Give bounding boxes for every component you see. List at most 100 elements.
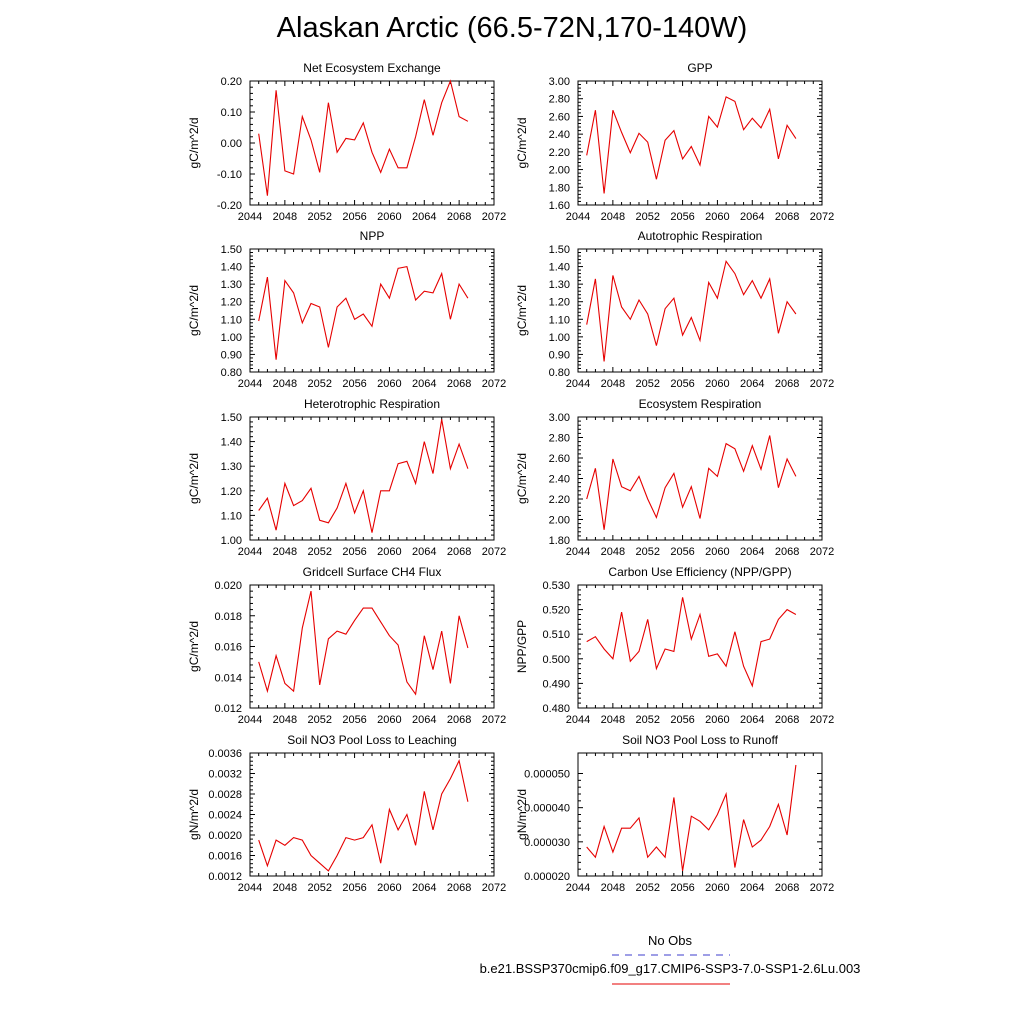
y-axis-label: gC/m^2/d (187, 118, 201, 169)
x-tick-label: 2052 (307, 546, 331, 558)
x-tick-label: 2052 (307, 378, 331, 390)
x-tick-label: 2064 (740, 714, 764, 726)
x-tick-label: 2064 (740, 378, 764, 390)
panel-3: 2044 2048 2052 2056 2060 2064 2068 2072 0.80 0.90… (187, 229, 506, 390)
x-tick-label: 2060 (705, 546, 729, 558)
y-axis-label: gC/m^2/d (515, 285, 529, 336)
y-tick-label: 0.020 (214, 580, 242, 592)
x-tick-label: 2060 (705, 378, 729, 390)
y-tick-label: 0.0024 (208, 810, 242, 822)
y-tick-label: 0.20 (221, 76, 242, 88)
y-tick-label: 1.10 (221, 314, 242, 326)
y-axis-label: gC/m^2/d (187, 621, 201, 672)
y-tick-label: 2.60 (549, 453, 570, 465)
y-tick-label: 0.0032 (208, 769, 242, 781)
series-line (586, 764, 797, 871)
y-tick-label: 1.20 (549, 297, 570, 309)
y-axis-label: NPP/GPP (515, 620, 529, 673)
x-tick-label: 2068 (775, 714, 799, 726)
x-tick-label: 2056 (670, 211, 694, 223)
panel-1: 2044 2048 2052 2056 2060 2064 2068 2072 -0.20 -0.… (187, 61, 506, 223)
x-tick-label: 2068 (775, 211, 799, 223)
x-tick-label: 2068 (447, 882, 471, 894)
x-tick-label: 2056 (670, 882, 694, 894)
y-tick-label: 3.00 (549, 76, 570, 88)
y-tick-label: 1.30 (221, 279, 242, 291)
y-tick-label: 0.500 (542, 654, 570, 666)
x-tick-label: 2068 (775, 378, 799, 390)
plot-frame (249, 752, 495, 877)
y-tick-label: 0.0036 (208, 748, 242, 760)
x-tick-label: 2072 (482, 211, 506, 223)
x-tick-label: 2056 (670, 378, 694, 390)
y-tick-label: 2.20 (549, 494, 570, 506)
x-tick-label: 2064 (740, 882, 764, 894)
panel-title: Gridcell Surface CH4 Flux (303, 565, 442, 579)
y-tick-label: 0.0012 (208, 871, 242, 883)
x-tick-label: 2060 (377, 211, 401, 223)
y-tick-label: 2.00 (549, 165, 570, 177)
x-tick-label: 2052 (307, 211, 331, 223)
x-tick-label: 2060 (705, 714, 729, 726)
x-tick-label: 2052 (635, 211, 659, 223)
x-tick-label: 2052 (635, 714, 659, 726)
x-tick-label: 2064 (412, 378, 436, 390)
y-tick-label: 0.00 (221, 138, 242, 150)
x-tick-label: 2056 (342, 714, 366, 726)
panel-2: 2044 2048 2052 2056 2060 2064 2068 2072 1.60 1.80… (515, 61, 834, 223)
series-line (258, 590, 469, 696)
y-tick-label: 0.510 (542, 629, 570, 641)
y-tick-label: 0.018 (214, 611, 242, 623)
x-tick-label: 2052 (635, 546, 659, 558)
y-tick-label: 0.530 (542, 580, 570, 592)
y-tick-label: 3.00 (549, 412, 570, 424)
y-axis-label: gC/m^2/d (515, 453, 529, 504)
y-axis-label: gN/m^2/d (187, 789, 201, 840)
x-tick-label: 2064 (412, 546, 436, 558)
panel-5: 2044 2048 2052 2056 2060 2064 2068 2072 1.00 1.10… (187, 397, 506, 558)
y-axis-label: gC/m^2/d (187, 453, 201, 504)
y-tick-label: 2.20 (549, 147, 570, 159)
y-tick-label: 0.0016 (208, 851, 242, 863)
x-tick-label: 2060 (377, 546, 401, 558)
panel-title: GPP (687, 61, 712, 75)
y-tick-label: 2.80 (549, 433, 570, 445)
x-tick-label: 2072 (482, 714, 506, 726)
x-tick-label: 2044 (566, 546, 590, 558)
x-tick-label: 2048 (273, 882, 297, 894)
y-tick-label: 0.10 (221, 107, 242, 119)
x-tick-label: 2064 (412, 714, 436, 726)
x-tick-label: 2072 (810, 882, 834, 894)
y-tick-label: 0.0028 (208, 789, 242, 801)
y-tick-label: 0.012 (214, 703, 242, 715)
plot-frame (249, 248, 495, 373)
y-tick-label: 0.480 (542, 703, 570, 715)
panel-title: Heterotrophic Respiration (304, 397, 440, 411)
y-tick-label: 1.10 (221, 510, 242, 522)
x-tick-label: 2056 (342, 211, 366, 223)
panel-title: Ecosystem Respiration (639, 397, 762, 411)
plot-frame (249, 584, 495, 709)
x-tick-label: 2068 (775, 882, 799, 894)
y-axis-label: gN/m^2/d (515, 789, 529, 840)
x-tick-label: 2044 (238, 714, 262, 726)
panel-9: 2044 2048 2052 2056 2060 2064 2068 2072 0.0012 0.… (187, 733, 506, 894)
x-tick-label: 2060 (377, 378, 401, 390)
panel-title: Soil NO3 Pool Loss to Leaching (287, 733, 456, 747)
x-tick-label: 2048 (601, 714, 625, 726)
legend-model-label: b.e21.BSSP370cmip6.f09_g17.CMIP6-SSP3-7.… (479, 961, 861, 976)
y-tick-label: 0.0020 (208, 830, 242, 842)
page-title: Alaskan Arctic (66.5-72N,170-140W) (276, 12, 748, 44)
x-tick-label: 2060 (377, 714, 401, 726)
y-tick-label: 1.10 (549, 314, 570, 326)
x-tick-label: 2052 (307, 714, 331, 726)
y-tick-label: 0.90 (221, 349, 242, 361)
y-tick-label: 2.40 (549, 474, 570, 486)
x-tick-label: 2056 (342, 546, 366, 558)
x-tick-label: 2052 (635, 882, 659, 894)
plot-frame (577, 248, 823, 373)
series-line (258, 79, 469, 196)
x-tick-label: 2052 (307, 882, 331, 894)
y-tick-label: 1.60 (549, 200, 570, 212)
